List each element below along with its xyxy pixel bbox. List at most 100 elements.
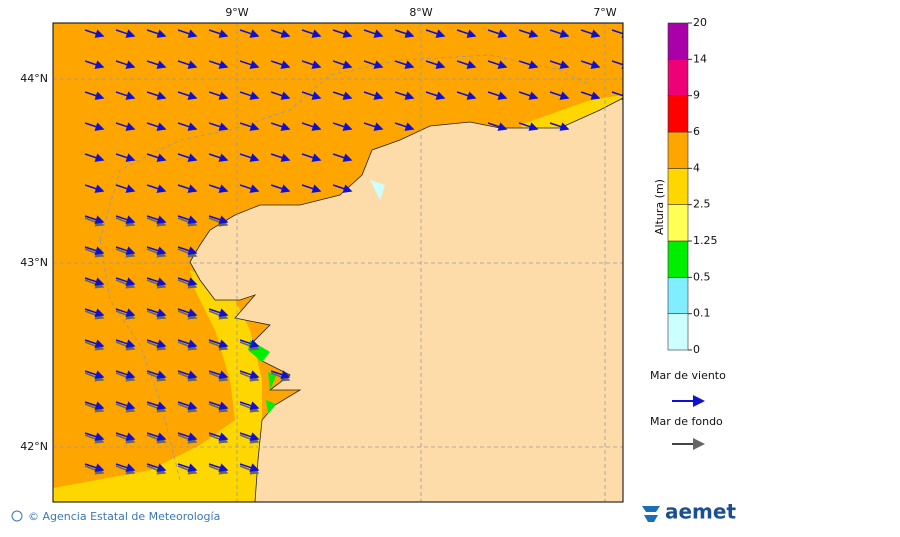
wind-arrow	[84, 246, 105, 255]
wind-arrow	[146, 215, 167, 224]
wind-arrow	[115, 432, 136, 441]
wind-arrow	[208, 60, 229, 69]
wind-arrow	[549, 60, 570, 69]
wind-arrow	[239, 122, 260, 131]
wind-arrow	[84, 29, 105, 38]
wind-arrow	[487, 91, 508, 100]
wind-arrow	[84, 91, 105, 100]
ria-cyan	[370, 180, 385, 200]
colorbar-tick-label: 0.5	[693, 270, 711, 283]
wind-arrow	[115, 246, 136, 255]
colorbar-tick-label: 0	[693, 343, 700, 356]
wind-arrow	[177, 432, 198, 441]
wind-arrow	[146, 60, 167, 69]
wind-arrow	[177, 308, 198, 317]
wind-arrow	[208, 463, 229, 472]
lon-label: 7°W	[593, 6, 616, 19]
wind-arrow	[146, 246, 167, 255]
wind-arrow	[611, 60, 623, 69]
wind-arrow	[177, 463, 198, 472]
wind-arrow	[208, 401, 229, 410]
wind-arrow	[270, 91, 291, 100]
wind-arrow	[177, 91, 198, 100]
logo-icon	[642, 506, 660, 522]
wind-arrow	[580, 60, 601, 69]
wind-arrow	[146, 29, 167, 38]
legend-label: Mar de fondo	[650, 415, 723, 428]
lon-label: 8°W	[409, 6, 432, 19]
wind-arrow	[208, 91, 229, 100]
wind-arrow	[115, 215, 136, 224]
wind-arrow	[177, 370, 198, 379]
wind-arrow	[84, 277, 105, 286]
colorbar-tick-label: 9	[693, 89, 700, 102]
lon-label: 9°W	[225, 6, 248, 19]
wind-arrow	[394, 60, 415, 69]
wind-arrow	[115, 463, 136, 472]
wind-arrow	[487, 60, 508, 69]
wind-arrow	[611, 29, 623, 38]
wind-arrow	[84, 60, 105, 69]
wind-arrow	[208, 370, 229, 379]
colorbar-segment	[667, 277, 689, 314]
wind-arrow	[115, 29, 136, 38]
wind-arrow	[84, 463, 105, 472]
sea-yellow	[53, 270, 262, 502]
wind-arrow	[177, 277, 198, 286]
wind-arrow	[518, 60, 539, 69]
wind-arrow	[270, 153, 291, 162]
wind-arrow	[239, 401, 260, 410]
wind-arrow	[394, 122, 415, 131]
colorbar-label: Altura (m)	[653, 179, 666, 235]
wind-arrow	[146, 432, 167, 441]
wind-arrow	[363, 122, 384, 131]
wind-arrow	[177, 184, 198, 193]
colorbar-tick-label: 4	[693, 161, 700, 174]
copyright-icon	[11, 510, 23, 522]
wind-arrow	[115, 308, 136, 317]
wind-arrow	[456, 29, 477, 38]
colorbar-segment	[667, 95, 689, 133]
wind-arrow	[580, 91, 601, 100]
wind-arrow	[363, 60, 384, 69]
wind-arrow	[518, 91, 539, 100]
wind-arrow	[239, 339, 260, 348]
wind-arrow	[456, 60, 477, 69]
wind-arrow	[84, 308, 105, 317]
wind-arrow	[332, 122, 353, 131]
colorbar-tick-label: 6	[693, 125, 700, 138]
lat-label: 44°N	[20, 72, 48, 85]
wind-arrow	[363, 91, 384, 100]
wind-arrow	[487, 122, 508, 131]
wind-arrow	[84, 153, 105, 162]
colorbar-tick-label: 0.1	[693, 307, 711, 320]
wind-arrow	[208, 184, 229, 193]
lat-label: 42°N	[20, 440, 48, 453]
colorbar-tick-label: 14	[693, 52, 707, 65]
colorbar-segment	[667, 240, 689, 278]
wind-arrow	[425, 29, 446, 38]
wind-arrow	[301, 29, 322, 38]
wind-arrow	[239, 463, 260, 472]
wind-arrow	[146, 91, 167, 100]
wind-arrow	[301, 60, 322, 69]
wind-arrow	[177, 215, 198, 224]
wind-arrow	[549, 91, 570, 100]
wind-arrow	[115, 370, 136, 379]
wind-arrow	[84, 184, 105, 193]
credit: © Agencia Estatal de Meteorología	[28, 510, 220, 523]
wind-arrow	[177, 153, 198, 162]
wind-arrow	[177, 246, 198, 255]
colorbar: 0 0.1 0.5 1.25 2.5 4 6 9 14 20	[667, 16, 718, 356]
wind-arrow	[332, 91, 353, 100]
wind-arrow	[115, 339, 136, 348]
wind-arrow	[146, 153, 167, 162]
arrows	[84, 29, 623, 475]
ria-green	[266, 372, 276, 414]
wind-arrow	[487, 29, 508, 38]
wind-arrow	[208, 215, 229, 224]
wind-arrow	[270, 60, 291, 69]
wind-arrow	[394, 29, 415, 38]
